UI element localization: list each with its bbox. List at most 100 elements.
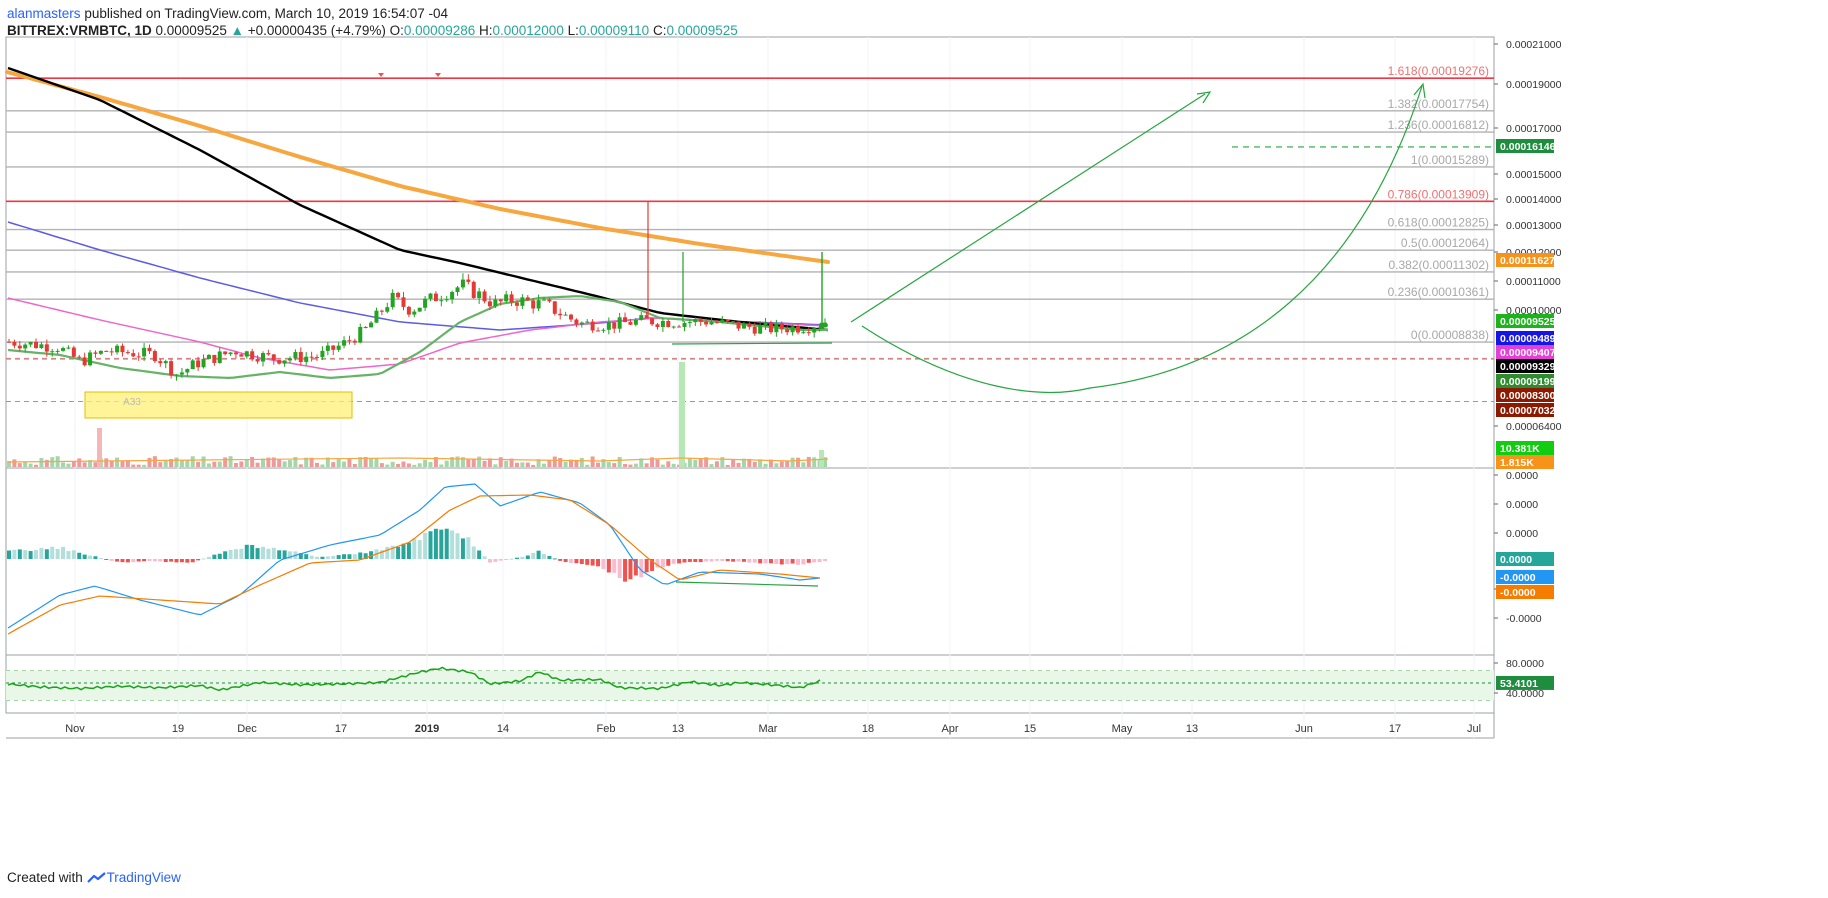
volume-bar: [812, 457, 817, 467]
macd-histogram-bar: [714, 559, 719, 561]
candle-body: [71, 347, 76, 357]
volume-bar: [536, 459, 541, 467]
volume-bar: [574, 459, 579, 467]
volume-bar: [579, 457, 584, 467]
macd-histogram-bar: [563, 559, 568, 563]
highlight-box-layer: A33: [84, 391, 353, 419]
close-label: C:: [652, 23, 667, 38]
macd-histogram-bar: [741, 559, 746, 562]
candle-body: [709, 322, 714, 325]
fib-layer: 1.618(0.00019276) 1.382(0.00017754) 1.236(…: [6, 64, 1494, 403]
macd-histogram-bar: [541, 554, 546, 559]
price-tag: 0.00011627: [1500, 255, 1555, 267]
event-marker-icon: [378, 73, 384, 77]
rsi-y-tick-label: 40.0000: [1506, 688, 1544, 700]
candle-body: [601, 329, 606, 331]
candle-body: [779, 323, 784, 330]
candle-body: [628, 322, 633, 325]
volume-bar: [558, 457, 563, 467]
candle-body: [417, 307, 422, 312]
macd-histogram-bar: [639, 559, 644, 578]
macd-divergence-line: [675, 581, 819, 587]
volume-bar: [806, 456, 811, 467]
candle-body: [315, 356, 320, 358]
candle-body: [390, 292, 395, 308]
tradingview-link[interactable]: TradingView: [106, 870, 181, 885]
price-tag: 0.00009407: [1500, 347, 1556, 359]
macd-histogram-bar: [315, 556, 320, 559]
macd-histogram-bar: [325, 556, 330, 559]
candle-body: [660, 320, 665, 328]
volume-bar: [520, 462, 525, 467]
candle-body: [250, 351, 255, 360]
macd-histogram-bar: [596, 559, 601, 567]
candle-body: [509, 294, 514, 303]
macd-histogram-bar: [7, 550, 11, 559]
x-tick-label: Nov: [65, 723, 85, 735]
macd-histogram-bar: [790, 559, 795, 564]
candle-body: [77, 356, 82, 358]
volume-bar: [763, 463, 768, 467]
macd-histogram-bar: [439, 529, 444, 559]
candle-body: [66, 347, 71, 349]
candle-body: [617, 317, 622, 329]
volume-bar: [423, 459, 428, 467]
macd-histogram-bar: [28, 551, 33, 559]
macd-histogram-bar: [320, 556, 325, 559]
volume-bar: [390, 461, 395, 467]
candle-body: [88, 352, 93, 366]
candle-body: [244, 351, 249, 357]
macd-histogram-bar: [623, 559, 628, 582]
macd-histogram-bar: [282, 550, 287, 559]
volume-bar: [44, 459, 49, 467]
bullish-arrow-line: [850, 93, 1206, 323]
macd-histogram-bar: [260, 546, 265, 559]
candle-body: [623, 317, 628, 323]
macd-histogram-bar: [352, 554, 357, 559]
volume-tag-bg: [1496, 441, 1554, 455]
macd-histogram-bar: [17, 549, 22, 559]
rsi-line: [7, 666, 821, 692]
macd-histogram-bar: [50, 546, 55, 559]
price-tag: 0.00009489: [1500, 333, 1556, 345]
volume-bar: [136, 464, 141, 467]
macd-histogram-bar: [98, 558, 103, 560]
candle-body: [61, 348, 66, 351]
candle-body: [82, 357, 87, 366]
candle-body: [352, 340, 357, 343]
macd-line: [7, 483, 821, 629]
y-tick-label: 0.00014000: [1506, 194, 1562, 206]
fib-level-label: 0.618(0.00012825): [1388, 216, 1489, 230]
macd-histogram-bar: [633, 559, 638, 576]
price-tag: 0.00009525: [1500, 316, 1556, 328]
volume-bar: [401, 461, 406, 467]
macd-tag: 0.0000: [1500, 554, 1532, 566]
volume-bar: [379, 463, 384, 467]
candle-body: [644, 315, 649, 319]
volume-bar: [233, 463, 238, 467]
volume-bar: [109, 461, 114, 467]
macd-histogram-bar: [288, 551, 293, 559]
symbol-label[interactable]: BITTREX:VRMBTC, 1D: [7, 23, 152, 38]
macd-histogram-bar: [709, 559, 714, 562]
macd-histogram-bar: [34, 549, 39, 559]
macd-histogram-bar: [687, 559, 692, 562]
candle-body: [801, 332, 806, 334]
volume-bar: [77, 458, 82, 467]
volume-bar: [369, 458, 374, 467]
volume-bar: [466, 459, 471, 467]
macd-histogram-bar: [185, 559, 190, 563]
macd-histogram-bar: [158, 559, 163, 562]
author-link[interactable]: alanmasters: [7, 6, 81, 21]
volume-bar: [439, 464, 444, 467]
macd-histogram-bar: [55, 548, 60, 559]
candle-body: [785, 329, 790, 333]
y-tick-label: 0.00011000: [1506, 276, 1561, 288]
high-label: H:: [479, 23, 493, 38]
volume-bar: [244, 459, 249, 467]
volume-bar: [158, 462, 163, 467]
macd-histogram-bar: [239, 548, 244, 559]
volume-bar: [217, 461, 222, 467]
tradingview-logo-icon: [86, 872, 106, 884]
